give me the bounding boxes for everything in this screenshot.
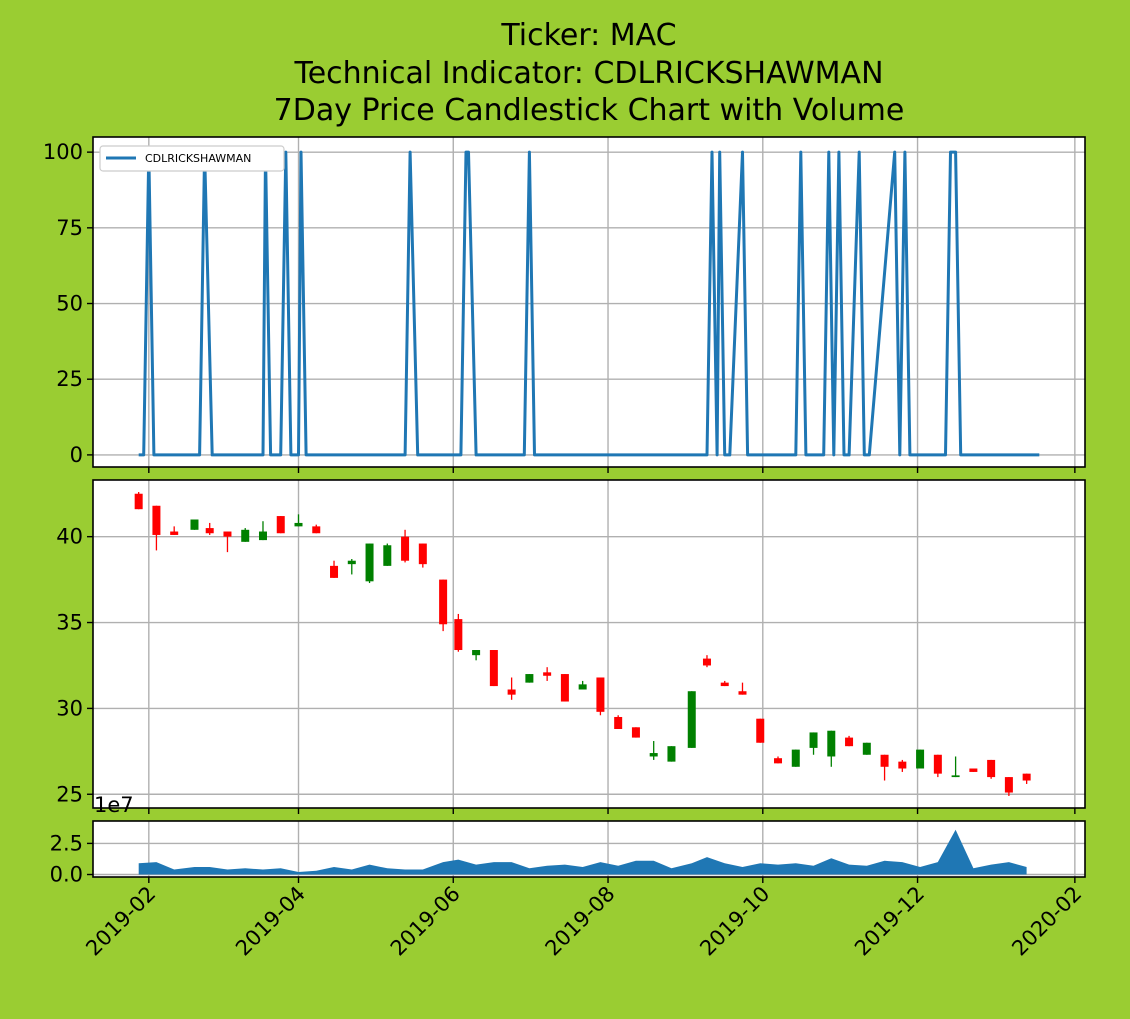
candle-body: [1004, 777, 1013, 793]
y-tick-label: 100: [43, 140, 83, 164]
candle-body: [190, 519, 199, 530]
candle-body: [1022, 773, 1031, 781]
candle-body: [933, 754, 942, 774]
candle-body: [916, 749, 925, 769]
x-tick-label: 2019-08: [541, 882, 620, 961]
candle-body: [152, 505, 161, 535]
candle-body: [347, 560, 356, 565]
candle-body: [969, 768, 978, 772]
candle-body: [134, 493, 143, 510]
x-tick-label: 2019-12: [850, 882, 929, 961]
candle-body: [809, 732, 818, 748]
candle-body: [756, 718, 765, 743]
candle-body: [294, 522, 303, 527]
candle-body: [330, 565, 339, 578]
candle-body: [489, 650, 498, 687]
candle-body: [205, 528, 214, 534]
x-tick-label: 2019-10: [695, 882, 774, 961]
candle-body: [365, 543, 374, 582]
candle-body: [383, 545, 392, 566]
x-tick-label: 2020-02: [1007, 882, 1086, 961]
plot-frame: [92, 820, 1086, 878]
x-tick-label: 2019-02: [81, 882, 160, 961]
y-tick-label: 35: [56, 611, 83, 635]
candle-body: [170, 531, 179, 535]
candle-body: [525, 674, 534, 683]
y-tick-label: 25: [56, 367, 83, 391]
candle-body: [454, 619, 463, 651]
candle-body: [687, 691, 696, 748]
candle-body: [241, 529, 250, 542]
candle-body: [862, 742, 871, 755]
candle-body: [543, 672, 552, 676]
x-tick-label: 2019-04: [231, 882, 310, 961]
candle-body: [774, 758, 783, 764]
chart-title-line-3: 7Day Price Candlestick Chart with Volume: [274, 93, 905, 128]
y-tick-label: 30: [56, 696, 83, 720]
candlestick-panel: 25 30 35 40: [56, 479, 1086, 814]
indicator-series-line: [138, 150, 1040, 457]
legend-label: CDLRICKSHAWMAN: [145, 152, 251, 165]
candle-body: [738, 691, 747, 695]
candle-body: [827, 730, 836, 757]
candle-body: [791, 749, 800, 767]
candle-body: [560, 674, 569, 702]
candle-body: [578, 684, 587, 690]
y-tick-label: 2.5: [50, 831, 83, 855]
candle-body: [845, 737, 854, 747]
chart-title-line-1: Ticker: MAC: [500, 18, 676, 53]
candle-body: [276, 516, 285, 534]
y-tick-label: 50: [56, 292, 83, 316]
y-tick-label: 0: [70, 443, 83, 467]
candle-body: [702, 658, 711, 666]
plot-frame: [92, 479, 1086, 809]
candle-body: [987, 759, 996, 778]
candle-body: [472, 650, 481, 656]
y-tick-label: 25: [56, 782, 83, 806]
candle-body: [418, 543, 427, 565]
candle-body: [401, 536, 410, 561]
candle-body: [312, 526, 321, 534]
candle-body: [258, 531, 267, 541]
candle-body: [439, 579, 448, 625]
volume-panel: 0.0 2.5 1e7 2019-02 2019-04 2019-06 2019-08 201…: [50, 793, 1087, 961]
candle-body: [898, 761, 907, 769]
candle-body: [720, 682, 729, 687]
plot-area: [93, 137, 1085, 467]
candle-body: [223, 531, 232, 537]
candle-body: [614, 716, 623, 730]
candle-body: [596, 677, 605, 712]
y-tick-label: 40: [56, 525, 83, 549]
candle-body: [507, 689, 516, 695]
indicator-panel: 0 25 50 75 100 CDLRICKSHAWMAN: [43, 136, 1086, 473]
candle-body: [631, 727, 640, 738]
y-tick-label: 75: [56, 216, 83, 240]
volume-scale-label: 1e7: [94, 793, 134, 817]
x-tick-label: 2019-06: [386, 882, 465, 961]
candle-body: [649, 753, 658, 757]
y-tick-label: 0.0: [50, 863, 83, 887]
volume-area: [138, 829, 1027, 875]
chart-title-line-2: Technical Indicator: CDLRICKSHAWMAN: [293, 56, 883, 91]
candle-body: [880, 754, 889, 767]
legend-box: [99, 145, 285, 172]
candle-body: [951, 775, 960, 778]
candle-body: [667, 746, 676, 762]
plot-frame: [92, 136, 1086, 468]
